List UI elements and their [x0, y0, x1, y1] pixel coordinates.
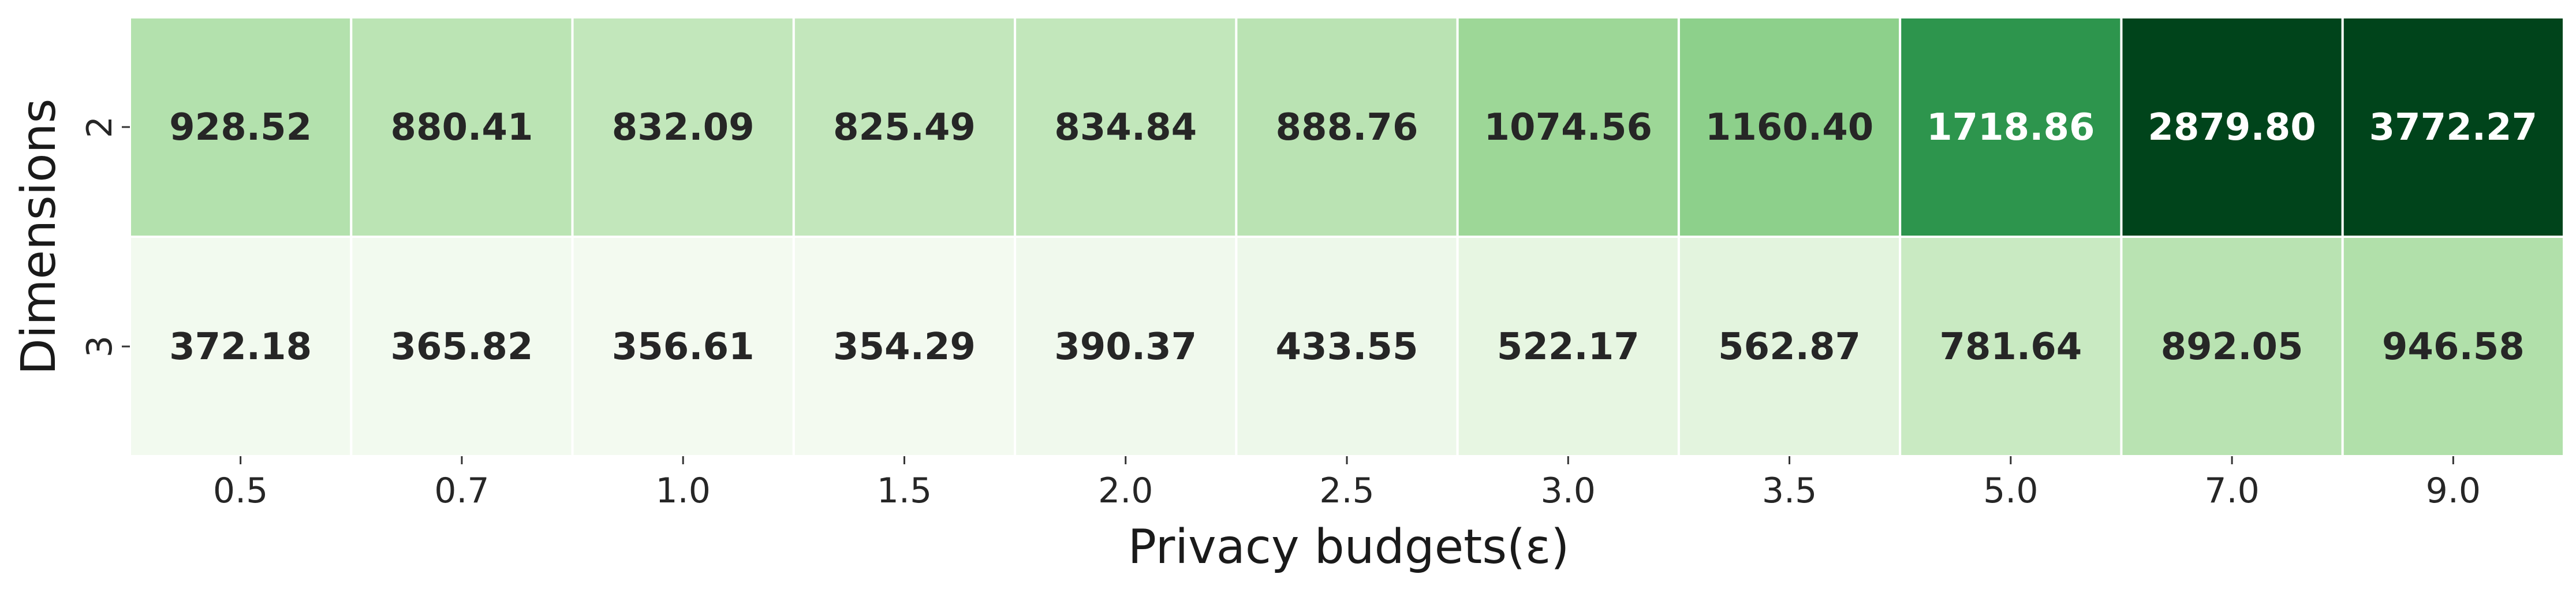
heatmap-cell — [129, 236, 353, 457]
heatmap-cell — [792, 236, 1017, 457]
x-tick-label: 0.7 — [434, 471, 489, 511]
cell-value-label: 834.84 — [1054, 106, 1197, 149]
heatmap-cell — [1899, 236, 2123, 457]
cell-value-label: 892.05 — [2161, 326, 2304, 368]
x-tick-label: 2.0 — [1098, 471, 1153, 511]
cell-value-label: 832.09 — [612, 106, 755, 149]
cell-value-label: 1074.56 — [1484, 106, 1653, 149]
heatmap-cell — [2341, 236, 2566, 457]
heatmap-cell — [1456, 236, 1680, 457]
heatmap-cell — [129, 16, 353, 238]
y-tick-label: 3 — [80, 335, 120, 357]
heatmap-cell — [1014, 16, 1238, 238]
cell-value-label: 880.41 — [390, 106, 533, 149]
heatmap-cell — [1014, 236, 1238, 457]
heatmap-cell — [1235, 16, 1459, 238]
heatmap-cell — [350, 236, 574, 457]
x-tick-label: 1.0 — [655, 471, 710, 511]
x-tick-label: 5.0 — [1983, 471, 2038, 511]
x-axis-label: Privacy budgets(ε) — [1128, 520, 1570, 575]
cell-value-label: 3772.27 — [2369, 106, 2538, 149]
cell-value-label: 433.55 — [1276, 326, 1418, 368]
cell-value-label: 946.58 — [2382, 326, 2525, 368]
x-tick-label: 3.0 — [1541, 471, 1596, 511]
x-tick-label: 1.5 — [877, 471, 932, 511]
y-axis-label: Dimensions — [12, 99, 66, 375]
x-tick-label: 0.5 — [213, 471, 268, 511]
cell-value-label: 372.18 — [169, 326, 312, 368]
cell-value-label: 562.87 — [1718, 326, 1861, 368]
cell-value-label: 1718.86 — [1927, 106, 2095, 149]
cell-value-label: 390.37 — [1054, 326, 1197, 368]
cell-value-label: 825.49 — [833, 106, 976, 149]
cell-value-label: 781.64 — [1939, 326, 2082, 368]
heatmap-cell — [792, 16, 1017, 238]
cell-value-label: 522.17 — [1497, 326, 1640, 368]
heatmap-cell — [1677, 236, 1902, 457]
heatmap-cell — [2341, 16, 2566, 238]
cell-value-label: 1160.40 — [1705, 106, 1874, 149]
cell-value-label: 888.76 — [1276, 106, 1418, 149]
heatmap-cell — [2120, 236, 2344, 457]
heatmap-cell — [2120, 16, 2344, 238]
x-tick-label: 7.0 — [2204, 471, 2259, 511]
heatmap-cell — [1235, 236, 1459, 457]
cell-value-label: 356.61 — [612, 326, 755, 368]
x-tick-label: 2.5 — [1319, 471, 1374, 511]
cell-value-label: 365.82 — [390, 326, 533, 368]
cell-value-label: 928.52 — [169, 106, 312, 149]
y-tick-label: 2 — [80, 116, 120, 138]
heatmap-cell — [350, 16, 574, 238]
heatmap-cell — [571, 236, 795, 457]
heatmap-cell — [1677, 16, 1902, 238]
cell-value-label: 2879.80 — [2148, 106, 2316, 149]
heatmap-cell — [571, 16, 795, 238]
x-tick-label: 3.5 — [1762, 471, 1817, 511]
cell-value-label: 354.29 — [833, 326, 976, 368]
x-tick-label: 9.0 — [2426, 471, 2481, 511]
